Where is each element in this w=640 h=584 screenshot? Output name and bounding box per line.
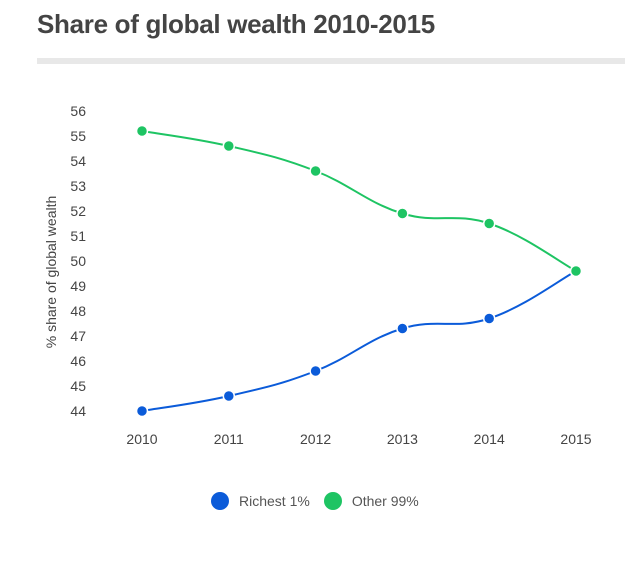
data-point[interactable] [396, 207, 409, 220]
x-tick-label: 2015 [560, 431, 591, 447]
data-point[interactable] [222, 139, 236, 153]
x-axis-ticks: 2010 2011 2012 2013 2014 2015 [126, 431, 591, 447]
data-point[interactable] [309, 164, 322, 178]
legend-item-richest[interactable]: Richest 1% [211, 492, 310, 510]
data-point[interactable] [482, 217, 496, 230]
y-tick-label: 55 [70, 128, 86, 144]
y-tick-label: 45 [70, 378, 86, 394]
y-tick-label: 51 [70, 228, 86, 244]
data-point[interactable] [135, 404, 149, 418]
x-tick-label: 2010 [126, 431, 157, 447]
y-axis-label: % share of global wealth [43, 196, 59, 349]
title-divider [37, 58, 625, 64]
y-tick-label: 44 [70, 403, 86, 419]
series-0 [135, 264, 583, 418]
x-tick-label: 2011 [214, 431, 244, 447]
legend-marker-richest [211, 492, 229, 510]
y-tick-label: 56 [70, 103, 86, 119]
data-point[interactable] [222, 389, 236, 403]
legend: Richest 1% Other 99% [211, 492, 433, 510]
data-point[interactable] [482, 312, 496, 325]
legend-label-other: Other 99% [351, 493, 419, 509]
data-point[interactable] [396, 322, 409, 335]
x-tick-label: 2012 [300, 431, 331, 447]
y-tick-label: 49 [70, 278, 86, 294]
data-point[interactable] [135, 124, 149, 138]
series-line [141, 130, 577, 272]
y-tick-label: 47 [70, 328, 86, 344]
y-tick-label: 46 [70, 353, 86, 369]
data-point[interactable] [569, 264, 583, 278]
x-tick-label: 2014 [474, 431, 505, 447]
series-line [141, 270, 577, 412]
legend-label-richest: Richest 1% [239, 493, 310, 509]
chart-title: Share of global wealth 2010-2015 [37, 9, 435, 39]
series-lines [135, 124, 583, 418]
legend-marker-other [323, 492, 342, 510]
y-tick-label: 53 [70, 178, 86, 194]
y-tick-label: 48 [70, 303, 86, 319]
y-axis-ticks: 44 45 46 47 48 49 50 51 52 53 54 55 56 [70, 103, 86, 419]
series-1 [135, 124, 583, 278]
y-tick-label: 54 [70, 153, 86, 169]
data-point[interactable] [309, 364, 322, 378]
legend-item-other[interactable]: Other 99% [323, 492, 419, 510]
y-tick-label: 50 [70, 253, 86, 269]
y-tick-label: 52 [70, 203, 86, 219]
x-tick-label: 2013 [387, 431, 418, 447]
